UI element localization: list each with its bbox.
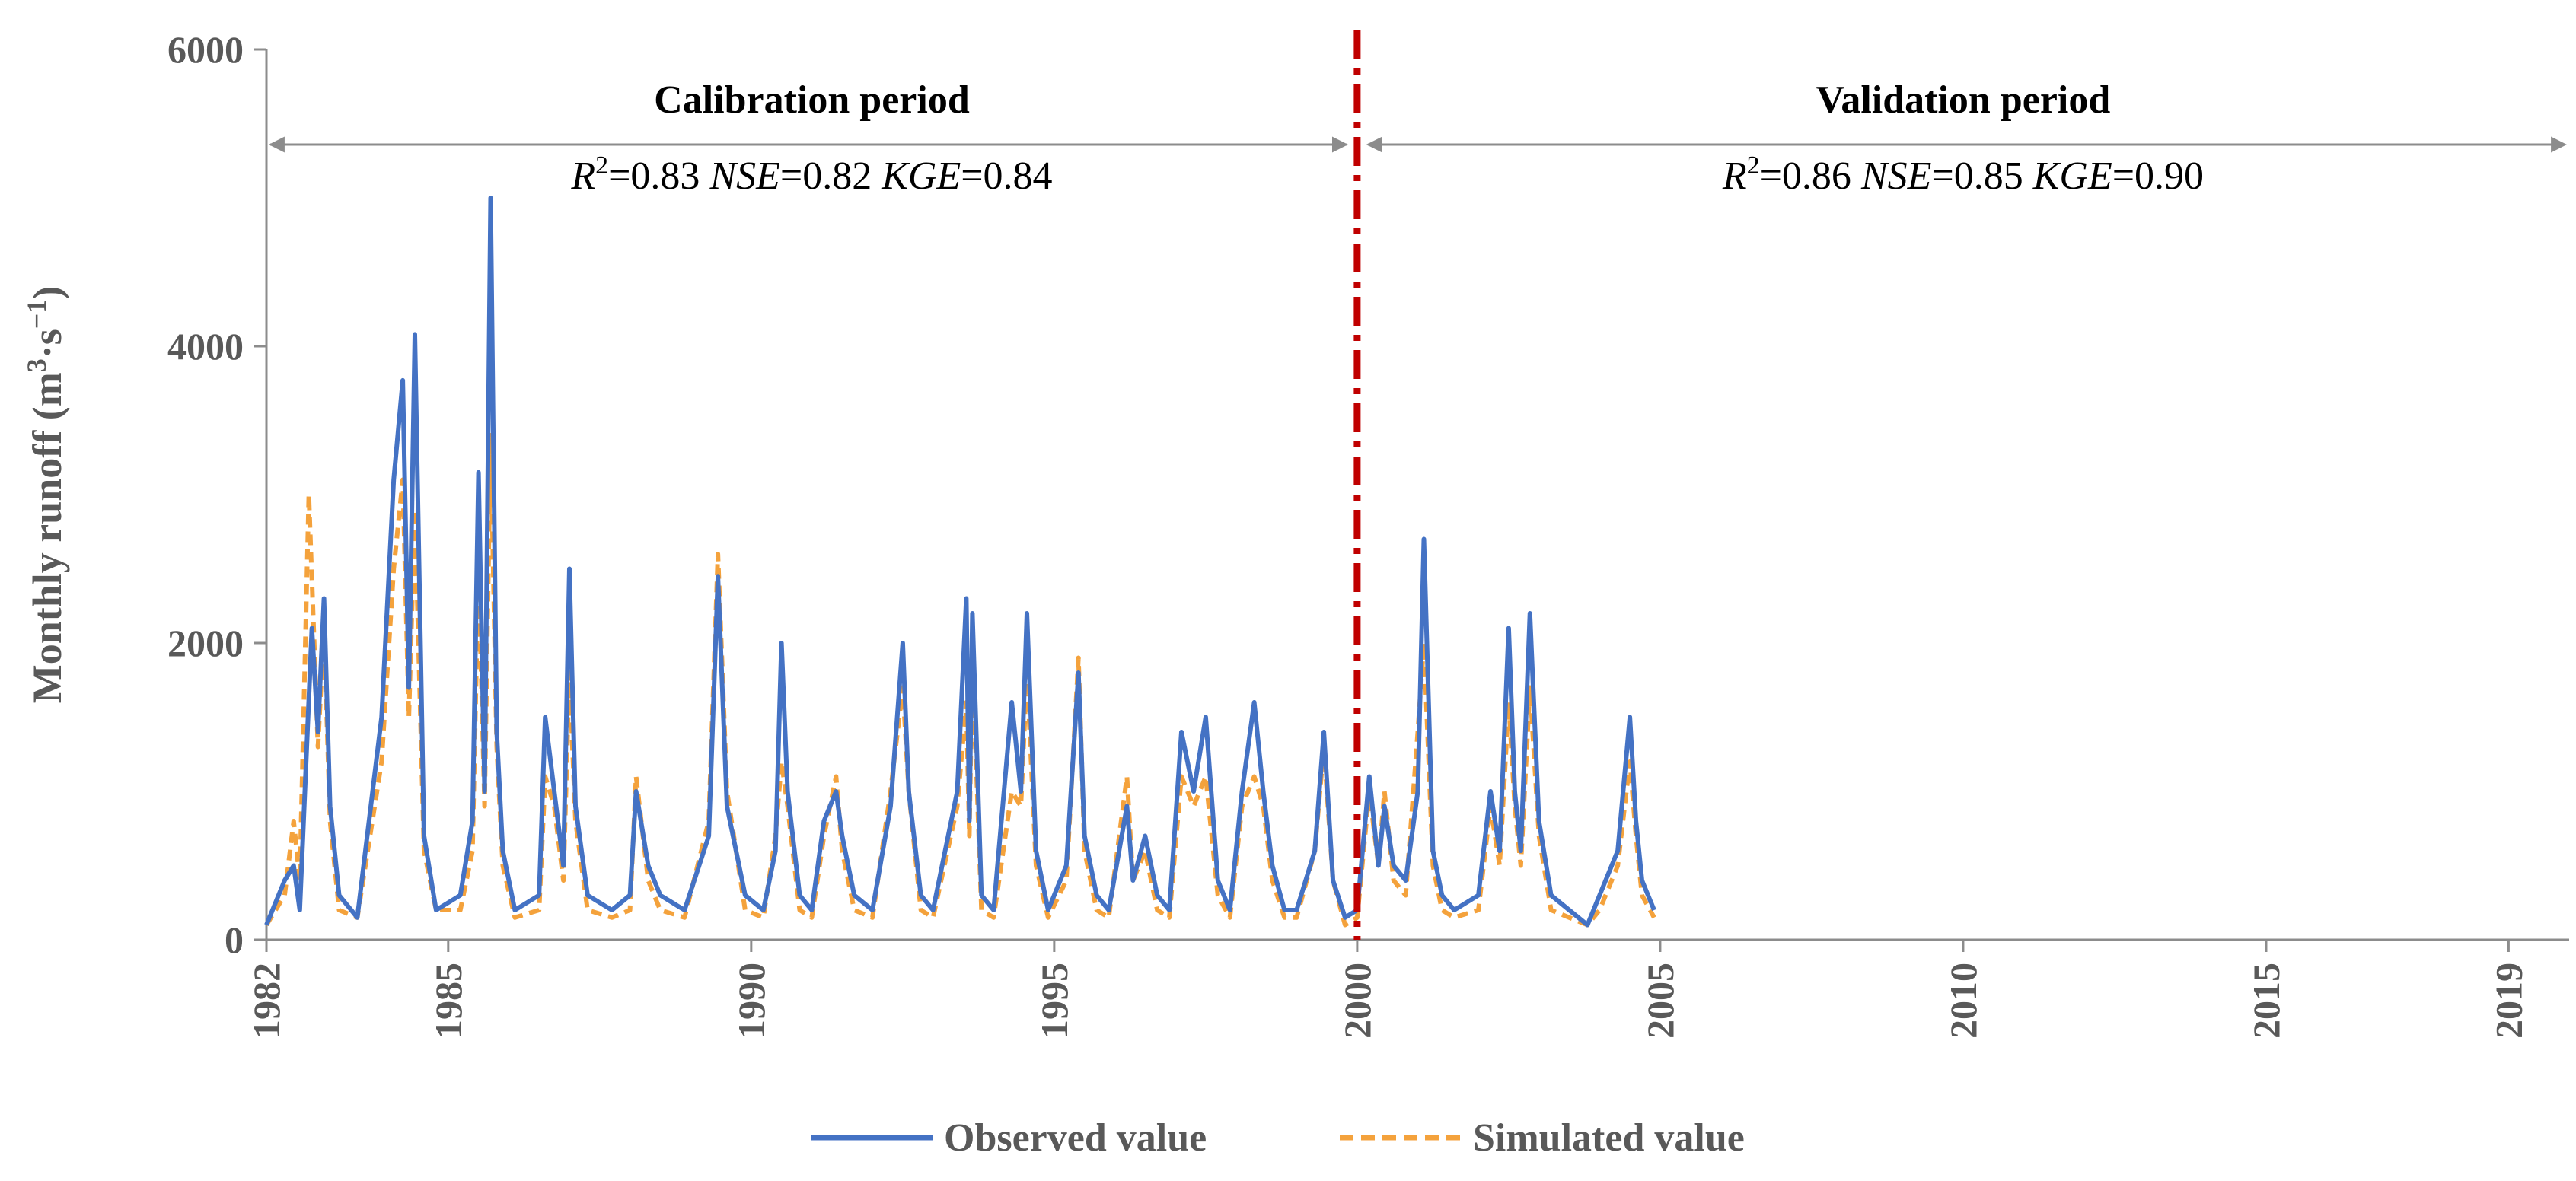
x-tick-label: 1995 [1033, 963, 1076, 1039]
y-tick-label: 4000 [167, 325, 244, 368]
y-axis-title-mid: ·s [24, 329, 70, 358]
y-tick-label: 6000 [167, 28, 244, 71]
valid-kge-value: =0.90 [2112, 154, 2204, 198]
calib-nse-value: =0.82 [780, 154, 872, 198]
calib-kge-label: KGE [881, 154, 961, 198]
calib-r2-sup: 2 [595, 151, 608, 180]
valid-r2-sup: 2 [1747, 151, 1760, 180]
x-tick-label: 2010 [1942, 963, 1985, 1039]
validation-metrics: R2=0.86 NSE=0.85 KGE=0.90 [1722, 151, 2204, 198]
valid-nse-value: =0.85 [1931, 154, 2023, 198]
x-tick-label: 2005 [1639, 963, 1682, 1039]
x-tick-label: 1982 [245, 963, 288, 1039]
calibration-period-label: Calibration period [654, 78, 970, 122]
y-axis-title-sup1: 3 [21, 358, 52, 372]
calib-r2-label: R [570, 154, 595, 198]
y-axis-title-main: Monthly runoff (m [24, 372, 70, 703]
y-tick-label: 0 [225, 918, 244, 961]
x-tick-label: 2015 [2245, 963, 2287, 1039]
series-line-observed [264, 196, 1656, 928]
y-axis-title-end: ) [24, 286, 70, 300]
legend-label-observed: Observed value [944, 1116, 1207, 1160]
x-tick-label: 1990 [730, 963, 773, 1039]
legend: Observed value Simulated value [811, 1116, 1745, 1160]
calib-nse-label: NSE [709, 154, 779, 198]
x-tick-label: 2000 [1336, 963, 1379, 1039]
x-ticks: 1982 1985 1990 1995 2000 2005 2010 2015 2019 [245, 940, 2530, 1039]
y-tick-label: 2000 [167, 622, 244, 664]
valid-kge-label: KGE [2032, 154, 2112, 198]
valid-nse-label: NSE [1860, 154, 1931, 198]
y-axis-title: Monthly runoff (m3·s−1) [21, 286, 70, 704]
calib-r2-value: =0.83 [608, 154, 700, 198]
calib-kge-value: =0.84 [961, 154, 1052, 198]
x-tick-label: 1985 [427, 963, 470, 1039]
y-ticks: 0 2000 4000 6000 [167, 28, 266, 961]
y-axis-title-sup2: −1 [21, 300, 52, 329]
valid-r2-value: =0.86 [1760, 154, 1851, 198]
validation-period-label: Validation period [1816, 78, 2111, 122]
legend-label-simulated: Simulated value [1473, 1116, 1745, 1160]
x-tick-label: 2019 [2487, 963, 2530, 1039]
valid-r2-label: R [1722, 154, 1747, 198]
calibration-metrics: R2=0.83 NSE=0.82 KGE=0.84 [570, 151, 1052, 198]
